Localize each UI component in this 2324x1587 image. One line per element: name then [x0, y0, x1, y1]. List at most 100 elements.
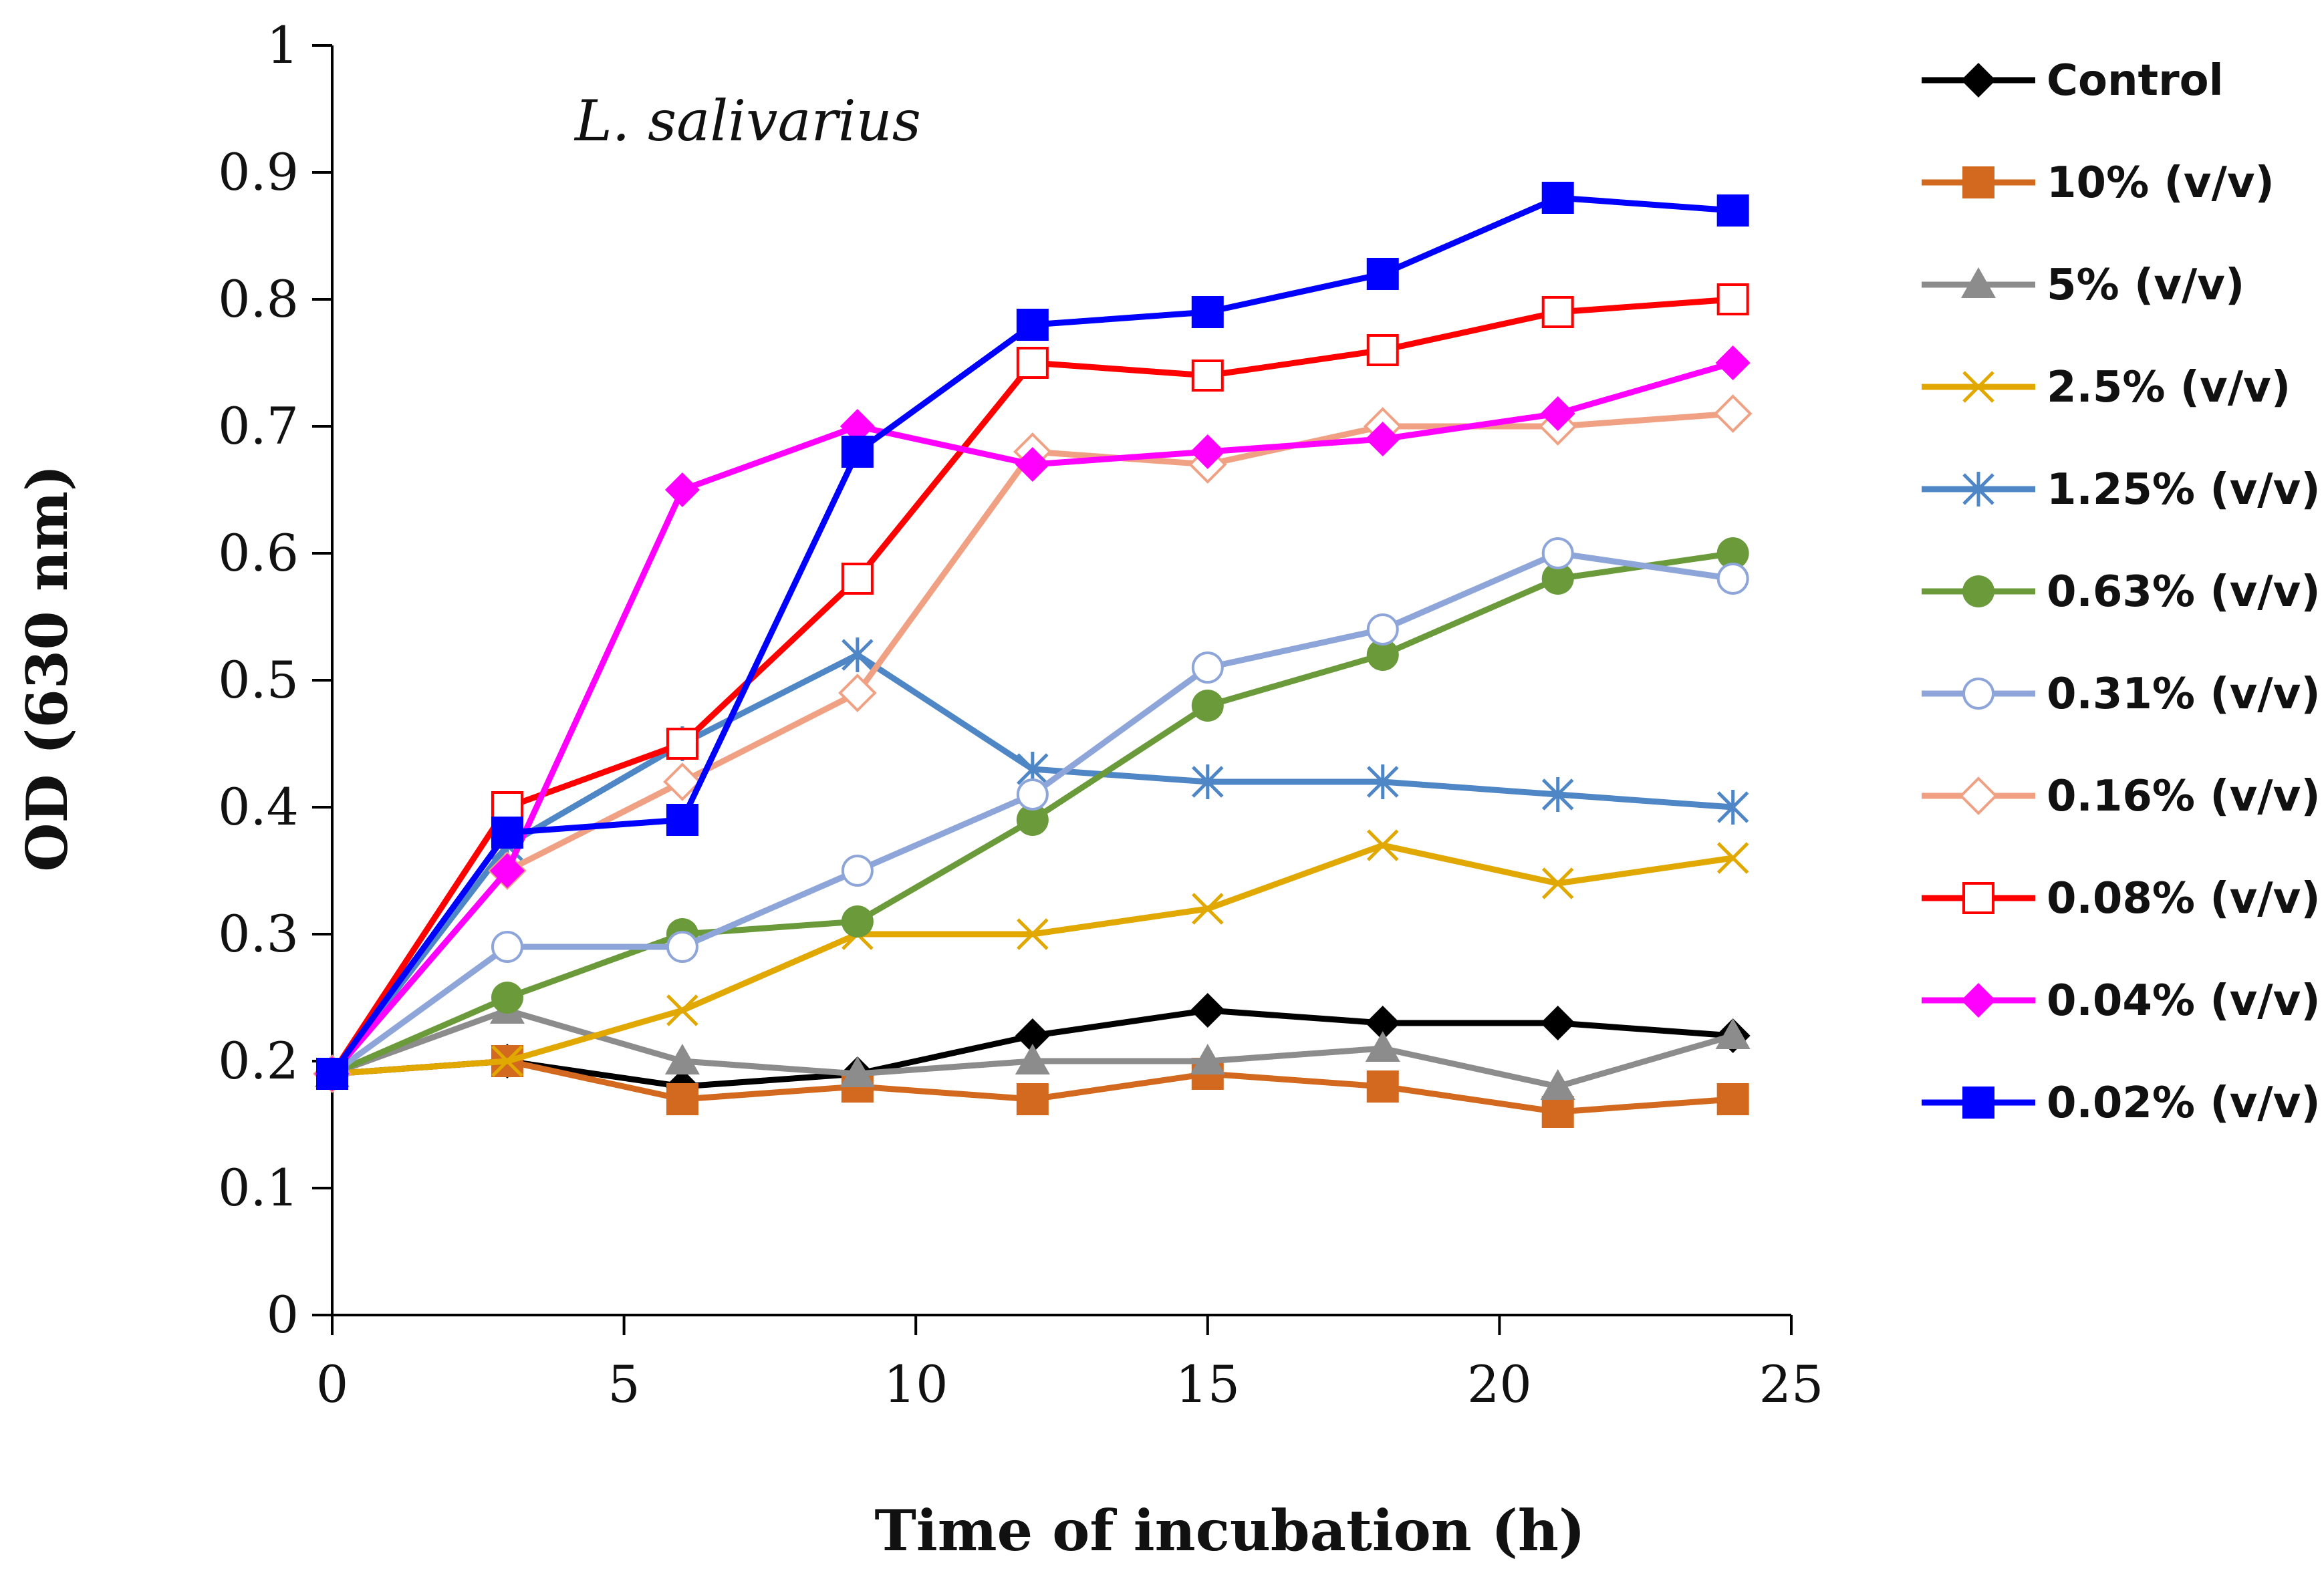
data-point [491, 931, 523, 963]
data-point [1541, 537, 1574, 569]
y-tick-label: 0.3 [218, 904, 299, 964]
y-axis-title: OD (630 nm) [14, 464, 80, 871]
legend-entry: 0.08% (v/v) [1922, 874, 2321, 923]
data-point [1191, 359, 1224, 392]
data-point [1191, 652, 1224, 684]
data-point [1541, 296, 1574, 328]
data-point [1190, 993, 1225, 1028]
legend-label: 2.5% (v/v) [2047, 363, 2291, 412]
legend-label: 0.02% (v/v) [2047, 1078, 2321, 1128]
chart-annotation: L. salivarius [573, 88, 921, 154]
x-tick-label: 25 [1759, 1354, 1824, 1414]
legend-entry: 2.5% (v/v) [1922, 363, 2291, 412]
series-9 [315, 345, 1751, 1091]
legend-label: 0.63% (v/v) [2047, 567, 2321, 617]
data-point [1541, 182, 1574, 214]
data-point [1366, 829, 1399, 861]
data-point [1015, 1044, 1050, 1074]
x-tick-label: 15 [1175, 1354, 1240, 1414]
data-point [1015, 447, 1050, 482]
y-tick-label: 0.5 [218, 650, 299, 710]
data-point [1541, 867, 1574, 899]
legend-label: 0.08% (v/v) [2047, 874, 2321, 923]
series-line [330, 410, 1734, 1076]
data-point [1366, 334, 1399, 366]
data-point [841, 905, 874, 937]
data-point [666, 804, 698, 836]
data-point [1541, 1096, 1574, 1128]
legend-marker [1961, 267, 1996, 298]
y-tick-label: 0.7 [218, 396, 299, 456]
data-point [664, 1044, 700, 1074]
y-tick-label: 0.2 [218, 1031, 299, 1091]
data-point [1541, 777, 1574, 812]
x-tick-label: 10 [884, 1354, 948, 1414]
data-point [1366, 258, 1399, 290]
data-point [1540, 1069, 1575, 1100]
data-point [1191, 690, 1224, 722]
data-point [1713, 394, 1753, 433]
data-point [841, 436, 874, 468]
data-point [1715, 1018, 1751, 1049]
legend-entry: 5% (v/v) [1922, 261, 2244, 310]
y-tick-label: 0.4 [218, 777, 299, 837]
x-tick-label: 5 [608, 1354, 640, 1414]
data-point [491, 1045, 523, 1077]
legend-label: 10% (v/v) [2047, 158, 2275, 208]
legend-entry: 0.31% (v/v) [1922, 670, 2321, 719]
data-point [1016, 1083, 1049, 1115]
legend-marker [1962, 166, 1994, 198]
data-point [1192, 893, 1224, 925]
legend-entry: 0.04% (v/v) [1922, 976, 2321, 1026]
data-point [1716, 842, 1749, 874]
data-point [1016, 347, 1049, 379]
y-tick-label: 0.8 [218, 269, 299, 329]
legend-entry: 0.63% (v/v) [1922, 567, 2321, 617]
data-point [841, 855, 874, 887]
data-point [491, 817, 523, 849]
legend-entry: Control [1922, 56, 2224, 106]
data-point [1017, 918, 1049, 950]
legend-marker [1962, 371, 1994, 403]
data-point [1540, 396, 1575, 431]
data-point [1365, 1031, 1400, 1062]
data-point [1716, 790, 1749, 825]
data-point [840, 409, 875, 444]
series-line [330, 652, 1734, 1076]
y-tick-label: 0.1 [218, 1158, 299, 1217]
data-point [1016, 309, 1049, 341]
data-point [1365, 422, 1400, 456]
data-point [838, 674, 877, 712]
data-point [666, 1083, 698, 1115]
data-point [491, 982, 523, 1014]
axes: 00.10.20.30.40.50.60.70.80.910 5 10 15 20 25 [218, 15, 1823, 1414]
x-tick-label: 20 [1467, 1354, 1532, 1414]
y-tick-label: 0.9 [218, 142, 299, 202]
data-point [1015, 1018, 1050, 1053]
data-point [1016, 804, 1049, 836]
data-point [1190, 1044, 1225, 1074]
data-point [663, 762, 702, 801]
legend-marker [1961, 63, 1996, 98]
data-point [1366, 613, 1399, 645]
series-8 [316, 283, 1749, 1090]
data-point [840, 1056, 875, 1087]
data-point [1716, 563, 1749, 595]
series-line [330, 296, 1734, 1076]
data-point [1715, 345, 1751, 380]
data-point [1366, 639, 1399, 671]
y-tick-label: 1 [267, 15, 299, 75]
data-point [666, 931, 698, 963]
data-point [1541, 563, 1574, 595]
legend-entry: 1.25% (v/v) [1922, 465, 2321, 515]
x-tick-label: 0 [316, 1354, 348, 1414]
data-point [1366, 764, 1399, 799]
legend-label: Control [2047, 56, 2224, 106]
legend-marker [1959, 776, 1998, 815]
legend-label: 0.31% (v/v) [2047, 670, 2321, 719]
legend-marker [1962, 472, 1994, 507]
data-point [842, 637, 874, 672]
data-point [1190, 434, 1225, 469]
legend-marker [1962, 575, 1994, 607]
data-point [1016, 778, 1049, 811]
